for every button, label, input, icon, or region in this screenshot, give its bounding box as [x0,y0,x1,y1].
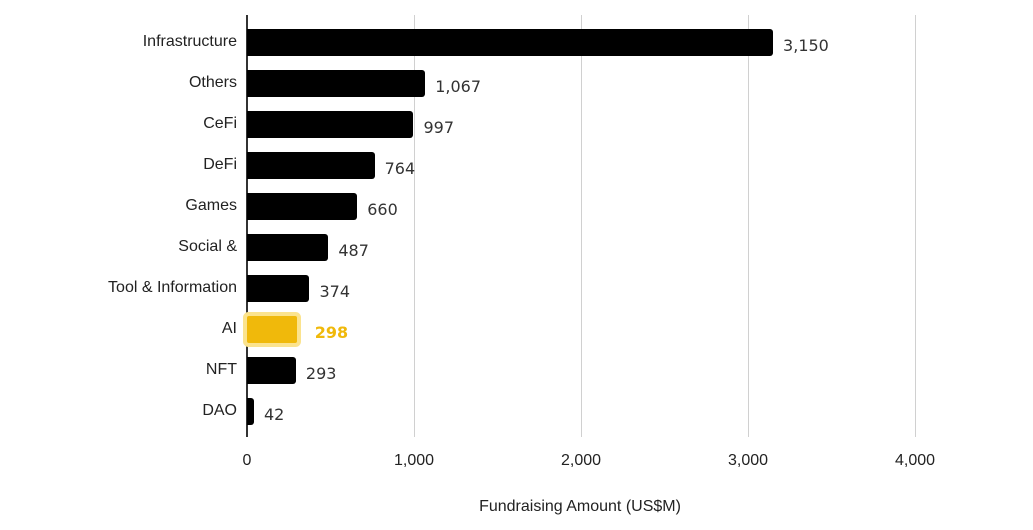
bar-defi [247,152,375,179]
y-axis-line [246,15,248,437]
category-label: Infrastructure [142,33,237,50]
category-label: Games [185,197,237,214]
bar-ai [247,316,297,343]
bar-games [247,193,358,220]
bar-others [247,70,426,97]
category-label: Social & [178,238,237,255]
bar-social [247,234,329,261]
category-label: CeFi [203,115,237,132]
value-label: 374 [319,282,350,301]
category-label: Others [188,74,237,91]
bar-cefi [247,111,414,138]
value-label: 764 [384,159,416,178]
x-tick-label: 0 [242,452,252,469]
bar-dao [247,398,254,425]
x-tick-label: 1,000 [393,452,435,469]
value-label: 1,067 [435,77,481,96]
value-label: 293 [305,364,337,383]
category-label: DeFi [203,156,237,173]
gridline [581,15,582,437]
category-label: Tool & Information [108,279,237,296]
x-axis-label: Fundraising Amount (US$M) [479,498,681,515]
gridline [414,15,415,437]
bar-nft [247,357,296,384]
value-label: 997 [423,118,455,137]
bar-tool-information [247,275,310,302]
value-label: 42 [264,405,285,424]
x-tick-label: 3,000 [727,452,769,469]
category-label: NFT [205,361,237,378]
category-label: AI [221,320,237,337]
value-label: 298 [314,323,349,342]
value-label: 487 [338,241,369,260]
gridline [748,15,749,437]
bar-infrastructure [247,29,774,56]
value-label: 3,150 [783,36,829,55]
x-tick-label: 2,000 [560,452,602,469]
value-label: 660 [367,200,398,219]
category-label: DAO [202,402,237,419]
x-tick-label: 4,000 [894,452,936,469]
gridline [915,15,916,437]
